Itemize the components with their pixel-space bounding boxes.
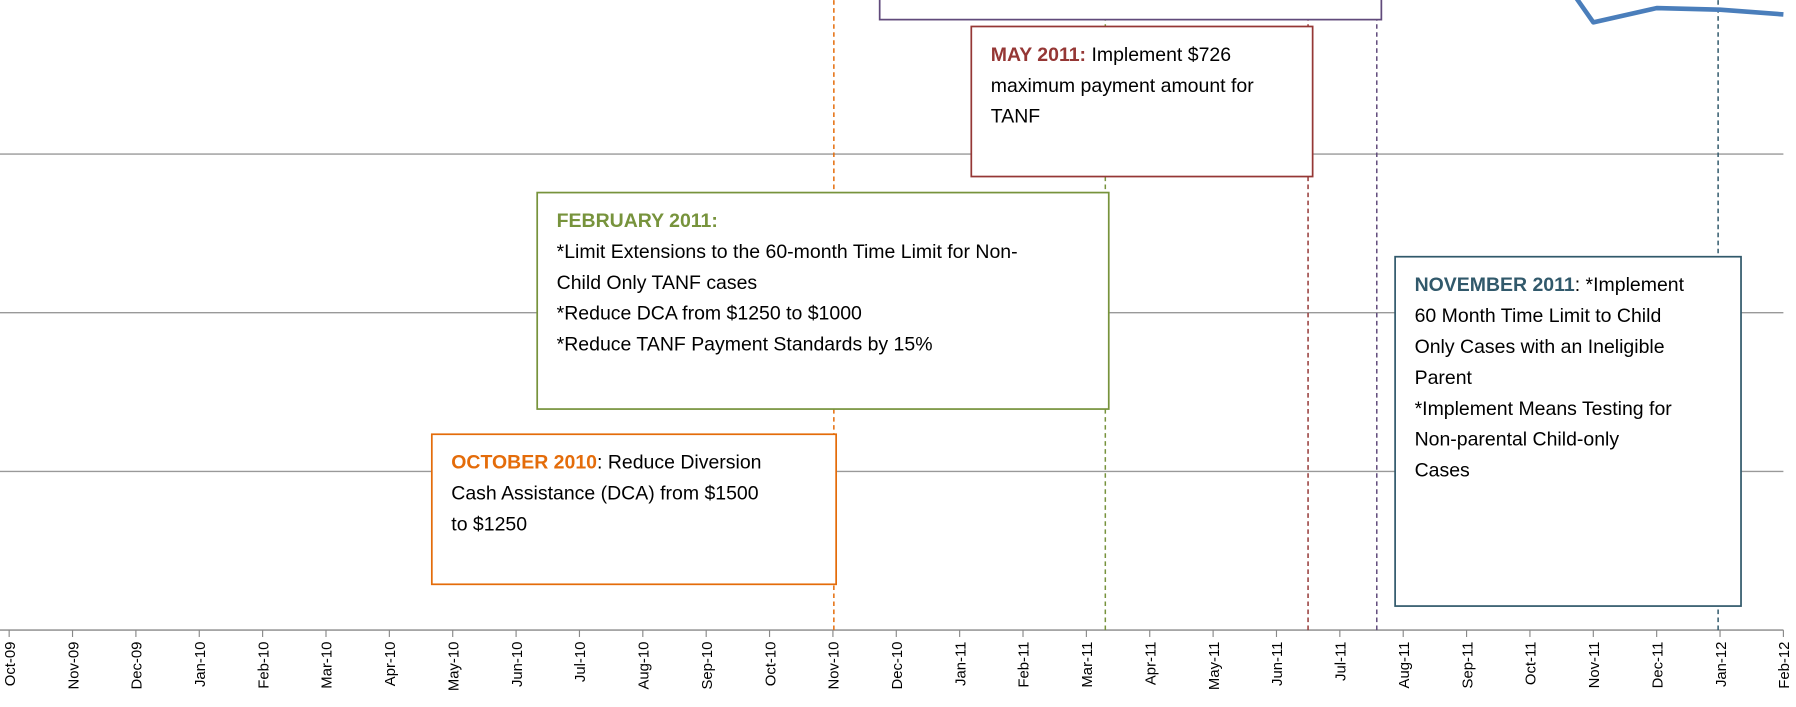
x-tick-label: Apr-10 — [383, 642, 399, 687]
x-tick-label: Sep-10 — [700, 642, 716, 690]
x-tick-label: Jul-10 — [573, 642, 589, 683]
annotation-box — [1394, 255, 1742, 607]
annotation-line: Only Cases with an Ineligible — [1415, 336, 1665, 358]
x-tick-label: Nov-10 — [827, 642, 843, 690]
x-tick-label: Mar-11 — [1080, 642, 1096, 688]
x-tick-label: Jan-11 — [953, 642, 969, 686]
annotation-heading: MAY 2011: — [991, 44, 1086, 66]
annotation-line: TANF — [991, 106, 1040, 128]
x-tick-label: Feb-11 — [1017, 642, 1033, 688]
annotation-heading: FEBRUARY 2011: — [557, 210, 718, 232]
annotation-line: : *Implement — [1575, 274, 1685, 296]
annotation-heading: OCTOBER 2010 — [451, 452, 597, 474]
annotation-line: Child Only TANF cases — [557, 272, 758, 294]
x-tick-label: Feb-12 — [1777, 642, 1793, 689]
annotation-line: Non-parental Child-only — [1415, 429, 1620, 451]
annotation-line: *Reduce TANF Payment Standards by 15% — [557, 334, 933, 356]
annotation-line: : Reduce Diversion — [597, 452, 761, 474]
annotation-line: maximum payment amount for — [991, 75, 1254, 97]
annotation-line: Cases — [1415, 460, 1470, 482]
annotation-text: OCTOBER 2010: Reduce Diversion Cash Assis… — [451, 452, 761, 536]
series-line — [1574, 0, 1784, 25]
x-tick-label: Jun-11 — [1270, 642, 1286, 686]
x-tick-label: Dec-10 — [890, 642, 906, 690]
x-tick-label: Dec-11 — [1650, 642, 1666, 689]
x-tick-label: Aug-11 — [1397, 642, 1413, 689]
annotation-heading: NOVEMBER 2011 — [1415, 274, 1575, 296]
annotation-box — [430, 433, 838, 586]
x-tick-label: Jun-10 — [510, 642, 526, 687]
annotation-box — [878, 0, 1383, 21]
annotation-line: *Limit Extensions to the 60-month Time L… — [557, 241, 1018, 263]
x-tick-label: Mar-10 — [320, 642, 336, 689]
x-tick-label: Oct-11 — [1524, 642, 1540, 686]
annotation-text: FEBRUARY 2011: *Limit Extensions to the 6… — [557, 210, 1018, 356]
annotation-box — [970, 25, 1314, 178]
x-tick-label: Aug-10 — [637, 642, 653, 690]
x-tick-label: Sep-11 — [1460, 642, 1476, 689]
annotation-text: MAY 2011: Implement $726 maximum payment … — [991, 44, 1254, 128]
annotation-line: *Implement Means Testing for — [1415, 398, 1673, 420]
annotation-box — [536, 191, 1110, 410]
x-tick-label: May-11 — [1207, 642, 1223, 691]
x-tick-label: Nov-11 — [1587, 642, 1603, 689]
annotation-text: NOVEMBER 2011: *Implement 60 Month Time L… — [1415, 274, 1685, 482]
x-tick-label: Oct-09 — [3, 642, 19, 687]
x-tick-label: Nov-09 — [66, 642, 82, 690]
annotation-line: 60 Month Time Limit to Child — [1415, 305, 1662, 327]
annotation-line: Parent — [1415, 367, 1473, 389]
annotation-line: Cash Assistance (DCA) from $1500 — [451, 483, 758, 505]
x-tick-label: Jan-10 — [193, 642, 209, 687]
x-tick-label: Feb-10 — [256, 642, 272, 689]
annotation-line: to $1250 — [451, 513, 527, 535]
x-tick-label: Apr-11 — [1143, 642, 1159, 686]
x-tick-label: Dec-09 — [130, 642, 146, 690]
annotation-line: *Reduce DCA from $1250 to $1000 — [557, 303, 862, 325]
x-tick-label: May-10 — [446, 642, 462, 692]
x-tick-label: Jan-12 — [1714, 642, 1730, 687]
x-tick-label: Oct-10 — [763, 642, 779, 687]
annotation-line: Implement $726 — [1086, 44, 1231, 66]
x-tick-label: Jul-11 — [1334, 642, 1350, 681]
